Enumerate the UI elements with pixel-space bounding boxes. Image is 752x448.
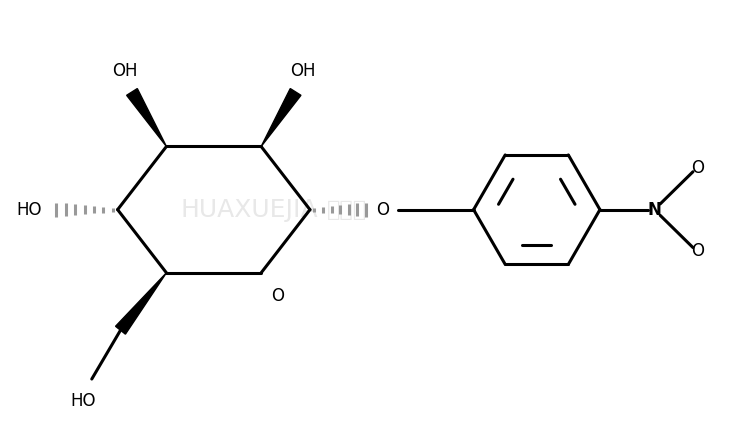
Text: O: O <box>377 201 390 219</box>
Text: O: O <box>691 159 704 177</box>
Text: 化学加: 化学加 <box>327 200 368 220</box>
Text: OH: OH <box>112 62 138 81</box>
Polygon shape <box>116 273 166 334</box>
Polygon shape <box>261 89 301 146</box>
Polygon shape <box>126 89 166 146</box>
Text: O: O <box>691 242 704 260</box>
Text: N: N <box>647 201 662 219</box>
Text: HO: HO <box>17 201 42 219</box>
Text: OH: OH <box>290 62 315 81</box>
Text: HO: HO <box>71 392 96 410</box>
Text: HUAXUEJIA: HUAXUEJIA <box>181 198 319 222</box>
Text: O: O <box>271 287 284 305</box>
